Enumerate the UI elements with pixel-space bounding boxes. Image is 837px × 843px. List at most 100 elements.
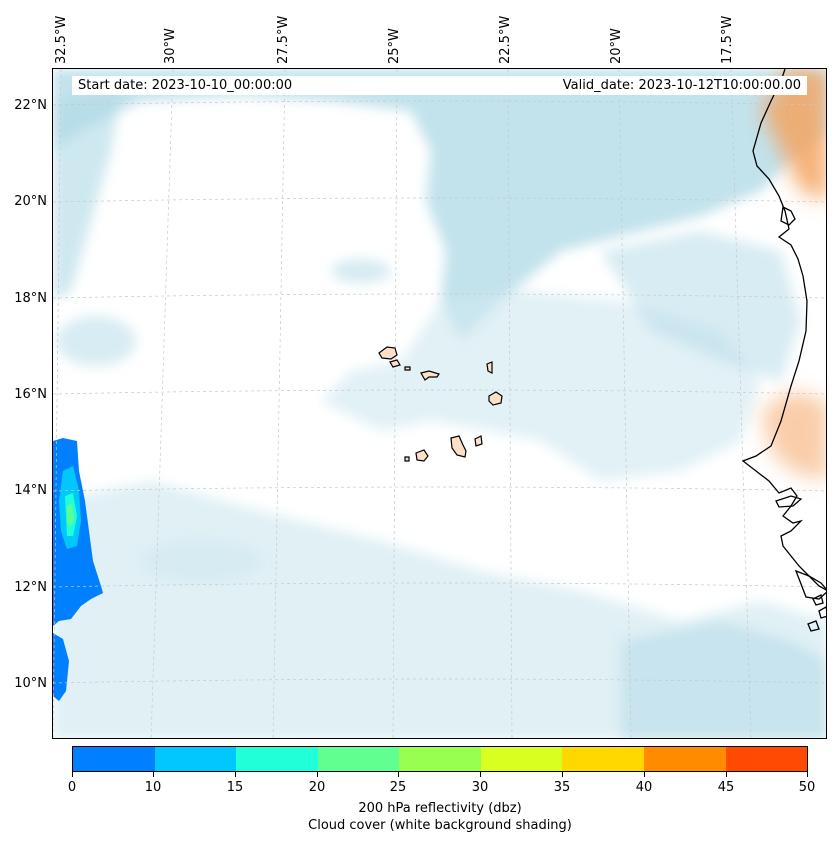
lat-label-16n: 16°N (14, 387, 47, 402)
graticule (53, 69, 826, 738)
lat-label-22n: 22°N (14, 98, 47, 113)
island-santiago (450, 435, 467, 458)
colorbar-tick-45 (726, 772, 727, 777)
date-info-bar: Start date: 2023-10-10_00:00:00 Valid_da… (72, 76, 807, 95)
cape-verde-islands (378, 346, 503, 462)
colorbar-segment-15-20 (236, 747, 318, 771)
land-shading-africa-south (761, 391, 826, 481)
colorbar-tick-50 (807, 772, 808, 777)
meridian-22-5w (507, 69, 513, 738)
colorbar-tick-label-25: 25 (389, 780, 407, 795)
island-boa-vista (488, 391, 503, 406)
island-fogo (415, 449, 429, 462)
colorbar-tick-label-10: 10 (144, 780, 162, 795)
parallel-12n (53, 582, 826, 588)
lon-label-30w: 30°W (163, 28, 178, 64)
cloud-region-central (321, 291, 761, 481)
reflectivity-blob-west-small (53, 633, 69, 701)
cloud-patch-mid (331, 259, 391, 283)
meridian-30w (150, 69, 174, 738)
cloud-patch-central-west (141, 541, 261, 581)
coastline-mauritania-senegal (741, 69, 826, 591)
cloud-region-southeast (621, 621, 826, 738)
colorbar-segment-10-15 (154, 747, 237, 771)
meridian-25w (392, 69, 398, 738)
coastline-cape-verde-peninsula (780, 206, 796, 226)
colorbar-tick-label-20: 20 (308, 780, 326, 795)
reflectivity-colorbar (72, 746, 808, 772)
colorbar-tick-40 (644, 772, 645, 777)
colorbar-tick-label-40: 40 (635, 780, 653, 795)
colorbar-subtitle: Cloud cover (white background shading) (308, 818, 572, 833)
colorbar-tick-25 (398, 772, 399, 777)
african-coastline (741, 69, 826, 632)
island-santo-antao (378, 346, 398, 360)
meridian-20w (618, 69, 632, 738)
cloud-patch-west (56, 316, 136, 366)
colorbar-segment-25-30 (399, 747, 481, 771)
lon-label-22-5w: 22.5°W (498, 15, 513, 64)
colorbar-tick-label-35: 35 (553, 780, 571, 795)
meridian-17-5w (730, 69, 752, 738)
map-panel (52, 68, 827, 739)
coastline-bijagos-1 (807, 620, 820, 632)
colorbar-segment-35-40 (562, 747, 644, 771)
lat-label-12n: 12°N (14, 580, 47, 595)
coastline-gambia-inlet (775, 495, 803, 508)
colorbar-tick-label-15: 15 (226, 780, 244, 795)
parallel-18n (53, 293, 826, 299)
parallel-20n (53, 197, 826, 203)
island-santa-luzia (404, 366, 411, 371)
colorbar-tick-0 (72, 772, 73, 777)
colorbar-tick-35 (562, 772, 563, 777)
colorbar-segment-20-25 (317, 747, 400, 771)
parallel-10n (53, 678, 826, 684)
lat-label-10n: 10°N (14, 676, 47, 691)
colorbar-segment-30-35 (480, 747, 563, 771)
start-date-label: Start date: 2023-10-10_00:00:00 (78, 78, 293, 93)
cloud-region-north (53, 69, 826, 341)
colorbar-title: 200 hPa reflectivity (dbz) (358, 801, 522, 816)
island-sao-nicolau (420, 370, 440, 381)
coastline-bijagos-2 (818, 606, 826, 619)
lon-label-32-5w: 32.5°W (54, 15, 69, 64)
colorbar-tick-20 (317, 772, 318, 777)
parallel-14n (53, 486, 826, 492)
parallel-22n (53, 100, 826, 106)
cloud-region-east (601, 231, 801, 381)
lon-label-25w: 25°W (387, 28, 402, 64)
colorbar-tick-label-50: 50 (798, 780, 816, 795)
meridian-27-5w (272, 69, 286, 738)
lat-label-20n: 20°N (14, 194, 47, 209)
lon-label-17-5w: 17.5°W (720, 15, 735, 64)
coastline-guinea-bissau (794, 569, 826, 600)
cloud-cover-layer (53, 69, 826, 738)
lat-label-18n: 18°N (14, 291, 47, 306)
cloud-region-northwest (53, 91, 121, 301)
colorbar-tick-10 (153, 772, 154, 777)
meridian-32-5w (53, 69, 62, 738)
colorbar-tick-30 (480, 772, 481, 777)
island-brava (404, 456, 410, 462)
valid-date-label: Valid_date: 2023-10-12T10:00:00.00 (562, 78, 801, 93)
reflectivity-core-20 (67, 504, 74, 527)
lat-label-14n: 14°N (14, 483, 47, 498)
parallel-16n (53, 389, 826, 395)
colorbar-tick-label-45: 45 (717, 780, 735, 795)
colorbar-segment-40-45 (643, 747, 726, 771)
lon-label-27-5w: 27.5°W (276, 15, 291, 64)
land-shading-layer (761, 69, 826, 481)
island-sao-vicente (389, 359, 401, 368)
reflectivity-field (53, 438, 103, 701)
land-shading-africa-north (761, 69, 826, 201)
island-sal (486, 361, 493, 374)
colorbar-segment-0-10 (73, 747, 155, 771)
colorbar-tick-15 (235, 772, 236, 777)
lon-label-20w: 20°W (609, 28, 624, 64)
colorbar-tick-label-30: 30 (471, 780, 489, 795)
island-maio (474, 435, 483, 447)
colorbar-segment-45-50 (725, 747, 808, 771)
map-canvas (53, 69, 826, 738)
colorbar-tick-label-0: 0 (67, 780, 77, 795)
coastline-bijagos-3 (812, 594, 824, 606)
